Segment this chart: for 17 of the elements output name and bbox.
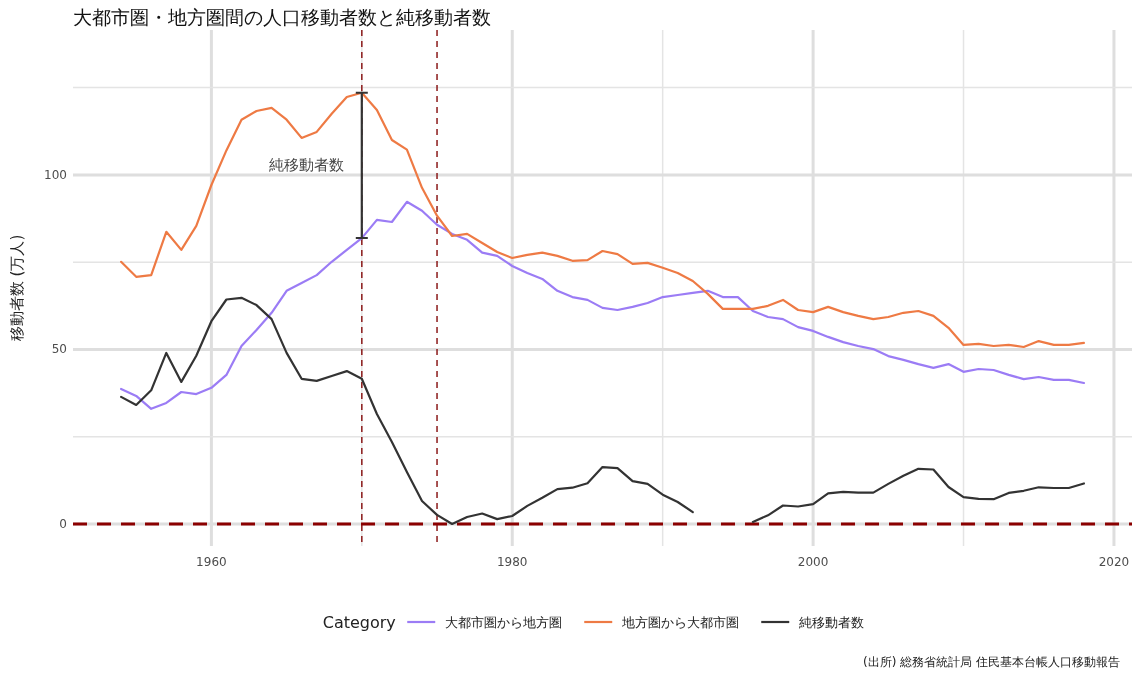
- line-series: [120, 91, 1085, 349]
- legend-label: 地方圏から大都市圏: [621, 615, 740, 630]
- x-tick-label: 2020: [1098, 555, 1130, 569]
- legend-title: Category: [322, 613, 396, 632]
- y-tick-label: 0: [59, 517, 67, 532]
- text: (出所) 総務省統計局 住民基本台帳人口移動報告: [863, 655, 1120, 669]
- x-tick-label: 2000: [797, 555, 829, 569]
- x-tick-label: 1960: [196, 555, 227, 569]
- legend-label: 大都市圏から地方圏: [445, 615, 563, 630]
- y-tick-label: 50: [51, 342, 67, 357]
- legend-label: 純移動者数: [799, 615, 865, 630]
- x-tick-label: 1980: [496, 555, 528, 569]
- chart-title: 大都市圏・地方圏間の人口移動者数と純移動者数: [73, 6, 491, 28]
- annotation: 純移動者数: [268, 156, 344, 175]
- line-series: [120, 200, 1085, 410]
- y-tick-label: 100: [44, 167, 67, 182]
- y-axis-title: 移動者数 (万人): [8, 234, 26, 342]
